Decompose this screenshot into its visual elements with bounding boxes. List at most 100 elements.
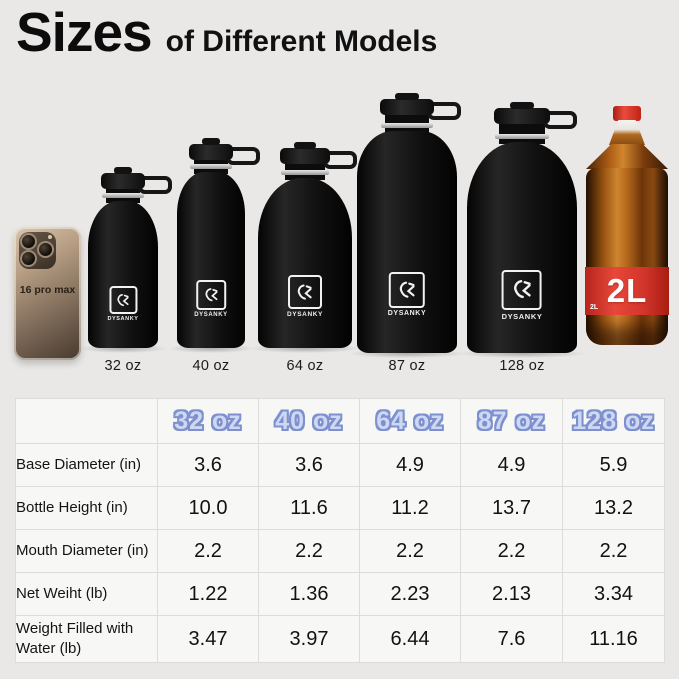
- brand-logo-icon: [109, 286, 137, 314]
- spec-cell: 6.44: [359, 615, 461, 663]
- cola-label: 2L 2L: [585, 267, 669, 315]
- bottle-cap-knob: [202, 138, 220, 145]
- spec-row-label: Net Weiht (lb): [15, 572, 158, 616]
- brand-logo: DYSANKY: [287, 275, 323, 318]
- table-row: Mouth Diameter (in) 2.2 2.2 2.2 2.2 2.2: [15, 529, 665, 573]
- spec-cell: 2.2: [157, 529, 259, 573]
- bottle-steel-ring: [102, 193, 144, 198]
- spec-row-label: Mouth Diameter (in): [15, 529, 158, 573]
- bottle-shadow: [80, 344, 166, 353]
- spec-cell: 2.2: [562, 529, 665, 573]
- cola-2l-reference: 2L 2L: [585, 106, 669, 345]
- phone-size-reference: 16 pro max: [14, 227, 81, 360]
- spec-cell: 1.22: [157, 572, 259, 616]
- bottle-cap-knob: [294, 142, 316, 149]
- spec-cell: 2.2: [258, 529, 360, 573]
- bottle-cap: [101, 173, 145, 189]
- table-row: Weight Filled with Water (lb) 3.47 3.97 …: [15, 615, 665, 663]
- cola-2l-text: 2L: [606, 272, 648, 309]
- camera-lens-icon: [20, 250, 37, 267]
- table-row: Base Diameter (in) 3.6 3.6 4.9 4.9 5.9: [15, 443, 665, 487]
- table-row: Bottle Height (in) 10.0 11.6 11.2 13.7 1…: [15, 486, 665, 530]
- title-sub: of Different Models: [165, 25, 438, 58]
- brand-logo: DYSANKY: [107, 286, 138, 322]
- spec-cell: 3.47: [157, 615, 259, 663]
- spec-header-blank: [15, 398, 158, 444]
- bottle-cap-knob: [510, 102, 534, 109]
- spec-row-label: Base Diameter (in): [15, 443, 158, 487]
- bottle-64oz: DYSANKY: [250, 142, 360, 353]
- spec-cell: 1.36: [258, 572, 360, 616]
- spec-col-header-32oz: 32 oz: [157, 398, 259, 444]
- bottle-cap-knob: [114, 167, 132, 174]
- bottle-shadow: [169, 344, 253, 353]
- spec-col-header-40oz: 40 oz: [258, 398, 360, 444]
- spec-cell: 3.97: [258, 615, 360, 663]
- bottle-steel-ring: [381, 123, 433, 128]
- spec-cell: 10.0: [157, 486, 259, 530]
- spec-cell: 11.2: [359, 486, 461, 530]
- spec-cell: 7.6: [460, 615, 563, 663]
- spec-cell: 13.2: [562, 486, 665, 530]
- brand-logo: DYSANKY: [388, 272, 426, 317]
- cola-neck: [609, 120, 645, 145]
- camera-flash-icon: [48, 235, 52, 239]
- brand-logo-icon: [287, 275, 322, 309]
- bottle-body: [258, 178, 352, 348]
- brand-logo-icon: [389, 272, 425, 308]
- phone-label: 16 pro max: [19, 284, 76, 296]
- bottle-32oz: DYSANKY: [80, 167, 172, 353]
- cola-small-text: 2L: [590, 304, 599, 311]
- title-main: Sizes: [16, 1, 153, 63]
- brand-logo-text: DYSANKY: [194, 312, 228, 318]
- camera-lens-icon: [37, 241, 54, 258]
- cola-body: 2L 2L: [585, 168, 669, 345]
- bottle-neck: [499, 122, 545, 144]
- bottle-size-label-40oz: 40 oz: [192, 358, 230, 374]
- bottle-size-label-32oz: 32 oz: [104, 358, 142, 374]
- table-row: Net Weiht (lb) 1.22 1.36 2.23 2.13 3.34: [15, 572, 665, 616]
- bottle-shadow: [459, 349, 585, 358]
- bottle-size-label-128oz: 128 oz: [499, 358, 545, 374]
- bottle-shadow: [349, 349, 465, 358]
- bottle-cap: [380, 99, 434, 115]
- brand-logo-icon: [195, 280, 226, 310]
- bottle-body: [467, 142, 577, 353]
- bottle-steel-ring: [495, 134, 549, 139]
- bottle-cap: [494, 108, 550, 124]
- brand-logo-text: DYSANKY: [107, 316, 139, 322]
- cola-cap: [613, 106, 641, 121]
- cola-shoulder: [586, 144, 668, 169]
- brand-logo: DYSANKY: [502, 270, 543, 321]
- spec-cell: 4.9: [359, 443, 461, 487]
- page-title: Sizes of Different Models: [16, 0, 437, 64]
- spec-cell: 11.6: [258, 486, 360, 530]
- phone-camera-module: [19, 232, 56, 269]
- bottle-steel-ring: [190, 164, 232, 169]
- spec-col-header-87oz: 87 oz: [460, 398, 563, 444]
- spec-header-row: 32 oz 40 oz 64 oz 87 oz 128 oz: [15, 398, 665, 444]
- spec-cell: 2.2: [359, 529, 461, 573]
- brand-logo-icon: [502, 270, 542, 310]
- bottle-cap: [280, 148, 330, 164]
- brand-logo: DYSANKY: [194, 280, 228, 318]
- spec-col-header-64oz: 64 oz: [359, 398, 461, 444]
- spec-cell: 3.6: [258, 443, 360, 487]
- bottle-size-label-87oz: 87 oz: [388, 358, 426, 374]
- spec-cell: 13.7: [460, 486, 563, 530]
- bottle-128oz: DYSANKY: [459, 102, 585, 358]
- spec-cell: 2.23: [359, 572, 461, 616]
- bottle-size-label-64oz: 64 oz: [286, 358, 324, 374]
- spec-col-header-128oz: 128 oz: [562, 398, 665, 444]
- spec-cell: 3.6: [157, 443, 259, 487]
- brand-logo-text: DYSANKY: [501, 312, 543, 321]
- brand-logo-text: DYSANKY: [387, 310, 427, 317]
- bottle-shadow: [250, 344, 360, 353]
- brand-logo-text: DYSANKY: [287, 311, 323, 318]
- spec-cell: 11.16: [562, 615, 665, 663]
- bottle-body: [177, 172, 245, 348]
- spec-cell: 3.34: [562, 572, 665, 616]
- spec-row-label: Weight Filled with Water (lb): [15, 615, 158, 663]
- bottle-40oz: DYSANKY: [169, 138, 260, 353]
